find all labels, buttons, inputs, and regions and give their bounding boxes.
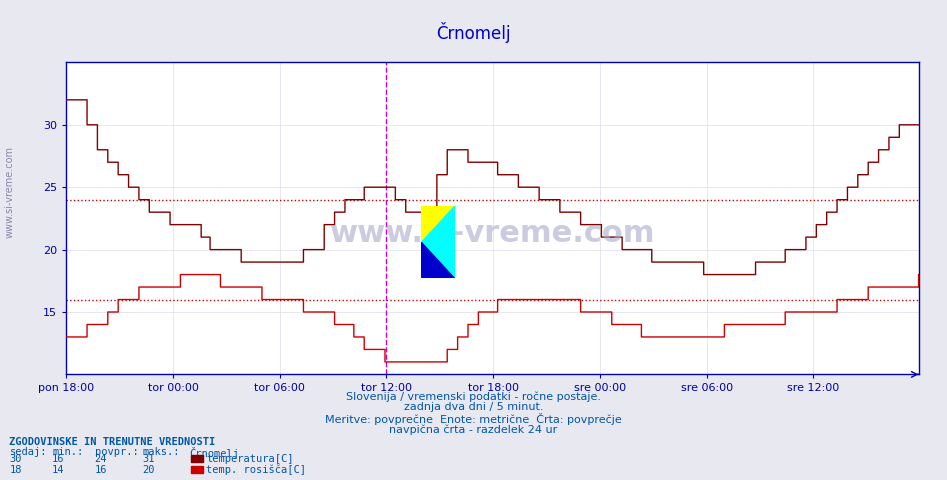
Polygon shape	[421, 242, 455, 278]
Text: 20: 20	[142, 465, 154, 475]
Text: Meritve: povprečne  Enote: metrične  Črta: povprečje: Meritve: povprečne Enote: metrične Črta:…	[325, 413, 622, 425]
Text: 31: 31	[142, 454, 154, 464]
Polygon shape	[421, 206, 455, 242]
Text: sedaj:: sedaj:	[9, 447, 47, 457]
Text: 14: 14	[52, 465, 64, 475]
Text: ZGODOVINSKE IN TRENUTNE VREDNOSTI: ZGODOVINSKE IN TRENUTNE VREDNOSTI	[9, 437, 216, 447]
Text: temp. rosišča[C]: temp. rosišča[C]	[206, 465, 307, 475]
Text: maks.:: maks.:	[142, 447, 180, 457]
Text: 16: 16	[95, 465, 107, 475]
Text: Slovenija / vremenski podatki - ročne postaje.: Slovenija / vremenski podatki - ročne po…	[346, 391, 601, 402]
Text: 30: 30	[9, 454, 22, 464]
Text: navpična črta - razdelek 24 ur: navpična črta - razdelek 24 ur	[389, 424, 558, 435]
Polygon shape	[421, 206, 455, 278]
Text: 18: 18	[9, 465, 22, 475]
Text: min.:: min.:	[52, 447, 83, 457]
Text: Črnomelj: Črnomelj	[437, 22, 510, 43]
Text: www.si-vreme.com: www.si-vreme.com	[330, 219, 655, 249]
Text: www.si-vreme.com: www.si-vreme.com	[5, 146, 15, 238]
Text: Črnomelj: Črnomelj	[189, 447, 240, 459]
Text: povpr.:: povpr.:	[95, 447, 138, 457]
Text: zadnja dva dni / 5 minut.: zadnja dva dni / 5 minut.	[403, 402, 544, 412]
Text: temperatura[C]: temperatura[C]	[206, 454, 294, 464]
Text: 16: 16	[52, 454, 64, 464]
Text: 24: 24	[95, 454, 107, 464]
